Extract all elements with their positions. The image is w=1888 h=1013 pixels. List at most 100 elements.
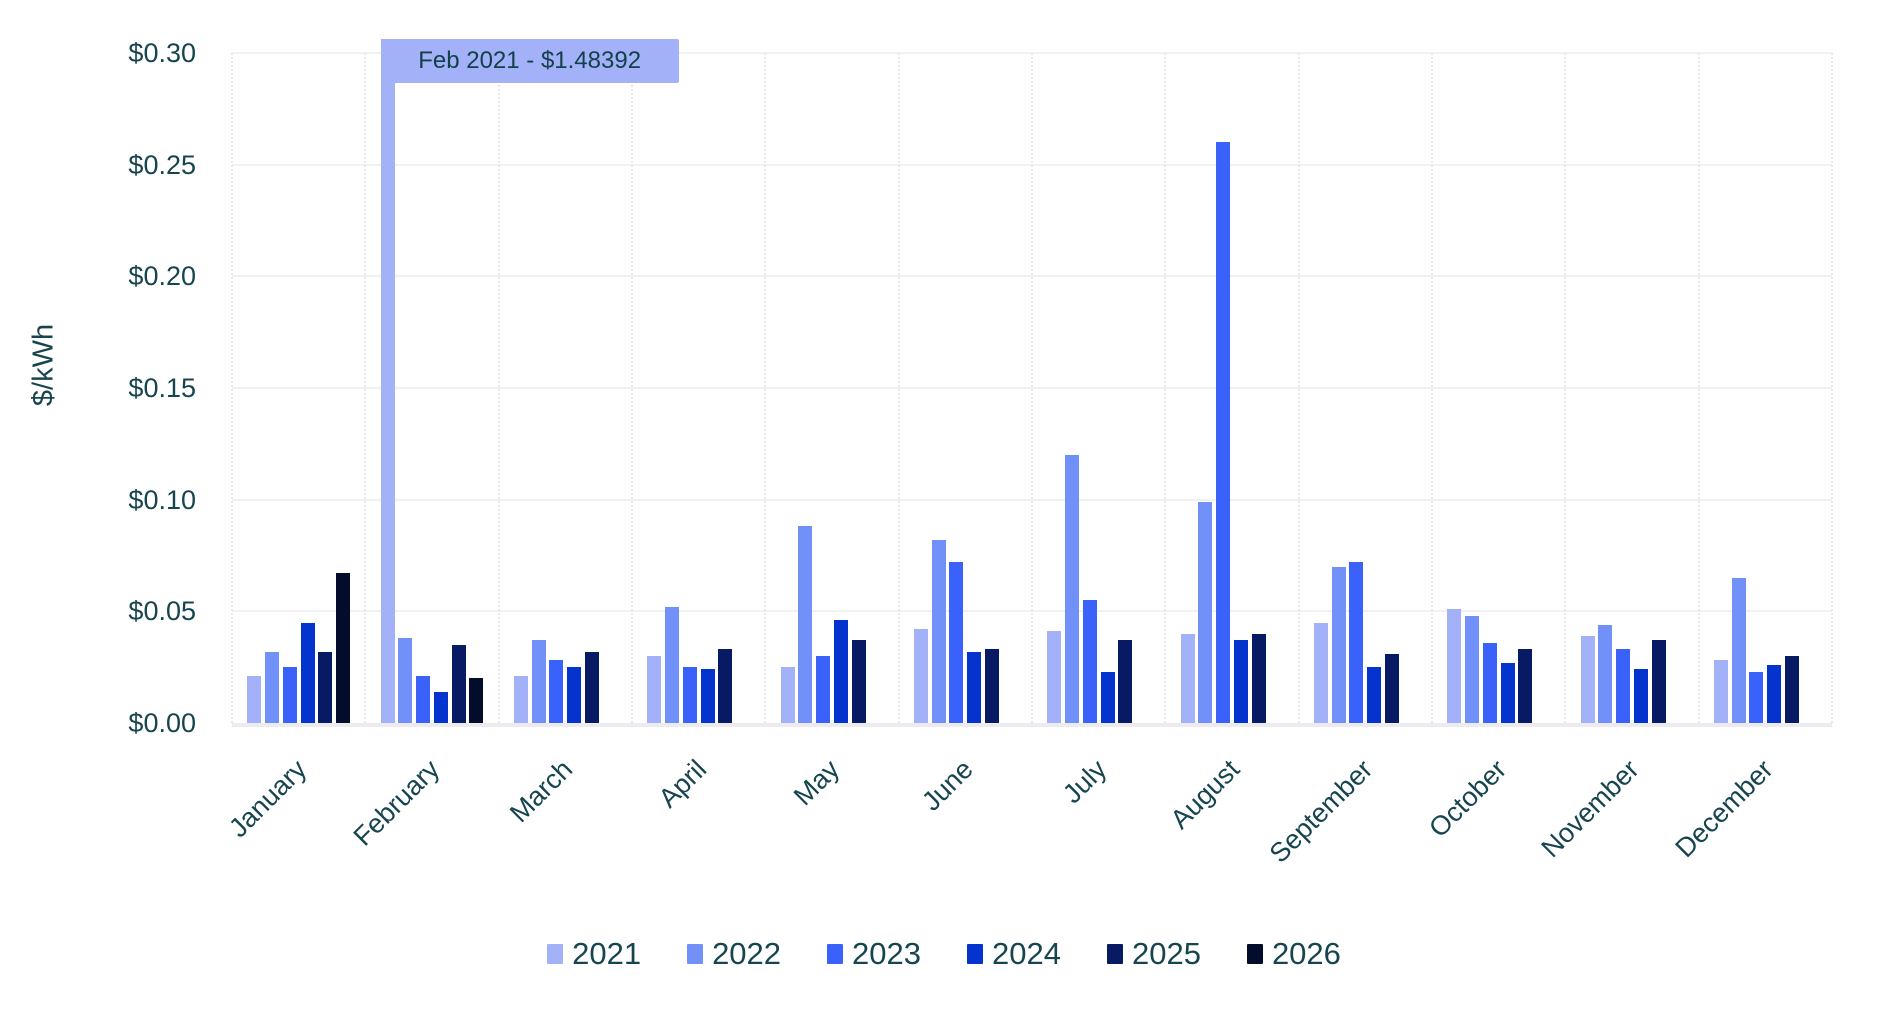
bar-february-2026[interactable] [469,678,484,723]
bar-march-2022[interactable] [531,640,546,723]
bar-september-2024[interactable] [1367,667,1382,723]
bar-january-2021[interactable] [247,676,262,723]
bar-may-2025[interactable] [851,640,866,723]
x-axis-label-text: March [504,754,579,829]
legend-label: 2022 [712,936,782,971]
legend-swatch-2021 [547,944,564,964]
bar-november-2024[interactable] [1633,669,1648,723]
bar-august-2022[interactable] [1198,501,1213,723]
bar-april-2021[interactable] [647,656,662,723]
bar-september-2021[interactable] [1313,622,1328,723]
x-axis-label-text: January [222,754,312,844]
legend-item-2025[interactable]: 2025 [1106,936,1201,972]
bar-january-2024[interactable] [300,622,315,723]
gridline-vertical [1564,53,1567,723]
bar-november-2022[interactable] [1598,624,1613,723]
bar-june-2023[interactable] [949,562,964,723]
bar-june-2025[interactable] [984,649,999,723]
bar-october-2021[interactable] [1447,609,1462,723]
bar-april-2024[interactable] [700,669,715,723]
x-axis-label-text: October [1422,754,1512,844]
bar-february-2025[interactable] [451,644,466,723]
bar-september-2025[interactable] [1384,653,1399,723]
bar-august-2021[interactable] [1180,633,1195,723]
bar-march-2024[interactable] [567,667,582,723]
legend-item-2022[interactable]: 2022 [687,936,781,972]
x-axis-label-text: December [1669,754,1779,864]
bar-december-2024[interactable] [1767,664,1782,723]
legend-swatch-2023 [827,944,844,964]
bar-november-2023[interactable] [1616,649,1631,723]
bar-november-2021[interactable] [1580,635,1595,723]
gridline-horizontal [232,723,1832,727]
bar-may-2023[interactable] [816,656,831,723]
bar-january-2026[interactable] [336,573,351,723]
bar-september-2023[interactable] [1349,562,1364,723]
bar-august-2023[interactable] [1216,142,1231,723]
bar-january-2025[interactable] [318,651,333,723]
bar-april-2022[interactable] [665,606,680,723]
bar-may-2024[interactable] [833,620,848,723]
bar-july-2025[interactable] [1118,640,1133,723]
bar-july-2022[interactable] [1065,455,1080,723]
bar-september-2022[interactable] [1331,566,1346,723]
bar-january-2023[interactable] [282,667,297,723]
gridline-vertical [1431,53,1433,723]
bar-june-2024[interactable] [967,651,982,723]
legend-item-2023[interactable]: 2023 [827,936,921,972]
bar-june-2021[interactable] [913,629,928,723]
x-axis-label-text: May [787,754,846,812]
bar-october-2023[interactable] [1482,642,1497,723]
bar-november-2025[interactable] [1651,640,1666,723]
bar-december-2022[interactable] [1731,577,1746,723]
y-tick-label: $0.05 [128,596,196,627]
x-axis-label-text: November [1535,754,1646,864]
bar-april-2025[interactable] [718,649,733,723]
bar-july-2021[interactable] [1047,631,1062,723]
y-tick-label: $0.00 [128,708,196,738]
legend-swatch-2025 [1106,944,1123,964]
bar-may-2022[interactable] [798,526,813,723]
bar-july-2023[interactable] [1082,600,1097,723]
y-tick-label: $0.15 [128,373,196,403]
legend-swatch-2022 [687,944,704,964]
legend-item-2024[interactable]: 2024 [967,936,1061,972]
legend-item-2021[interactable]: 2021 [547,936,641,972]
bar-october-2024[interactable] [1500,662,1515,723]
legend-swatch-2026 [1246,944,1263,964]
bar-june-2022[interactable] [931,539,946,723]
bar-april-2023[interactable] [682,667,697,723]
bar-march-2021[interactable] [513,676,528,723]
bar-october-2022[interactable] [1465,615,1480,723]
legend-item-2026[interactable]: 2026 [1246,936,1341,972]
x-axis-label-text: August [1164,754,1246,835]
gridline-vertical [764,53,767,723]
bar-march-2025[interactable] [584,651,599,723]
bar-february-2022[interactable] [398,638,413,723]
y-tick-label: $0.30 [128,38,196,68]
legend-label: 2025 [1131,936,1201,971]
bar-october-2025[interactable] [1518,649,1533,723]
bar-may-2021[interactable] [780,667,795,723]
gridline-vertical [1697,53,1700,723]
annotation-feb-2021: Feb 2021 - $1.48392 [380,39,679,83]
bar-august-2024[interactable] [1233,640,1248,723]
y-tick-label: $0.20 [128,261,196,292]
bar-july-2024[interactable] [1100,671,1115,723]
gridline-vertical [497,53,500,723]
bar-february-2021[interactable] [380,39,395,723]
legend: 2021 2022 2023 2024 2025 2026 [0,936,1888,972]
bar-december-2023[interactable] [1749,671,1764,723]
x-axis-label-text: February [347,754,446,852]
x-axis-label-text: April [652,754,712,814]
bar-december-2021[interactable] [1713,660,1728,723]
bar-december-2025[interactable] [1784,656,1799,723]
bar-january-2022[interactable] [265,651,280,723]
bar-february-2024[interactable] [433,691,448,723]
x-axis-label-text: September [1263,754,1379,869]
gridline-vertical [1297,53,1300,723]
bar-february-2023[interactable] [416,676,431,723]
bar-march-2023[interactable] [549,660,564,723]
bar-august-2025[interactable] [1251,633,1266,723]
